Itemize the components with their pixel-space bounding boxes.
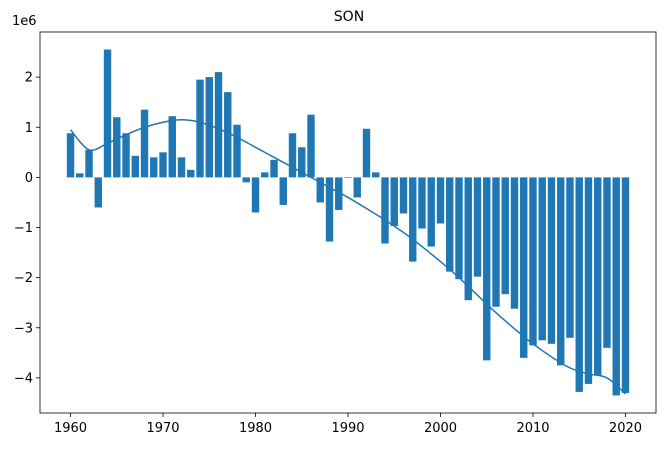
bar-1967 [131,155,139,178]
bar-1978 [233,124,241,178]
y-tick-label-0: 0 [25,171,33,186]
y-tick-label--4: −4 [14,371,33,386]
bar-1992 [362,128,371,178]
bar-1966 [122,133,130,178]
bar-1973 [187,169,195,178]
bar-1972 [177,157,186,178]
bar-1999 [427,177,435,247]
bar-1989 [335,177,343,210]
bar-1976 [214,72,223,178]
bar-1975 [205,77,213,178]
y-tick-label--1: −1 [14,221,33,236]
bar-1996 [399,177,408,214]
bar-2009 [520,177,528,358]
bar-2017 [594,177,602,376]
bar-2019 [612,177,620,396]
y-tick-label--2: −2 [14,271,33,286]
bar-2008 [510,177,519,309]
x-tick-label-2020: 2020 [609,421,642,436]
bar-1981 [261,172,269,178]
bar-2014 [566,177,574,338]
bar-1993 [372,172,380,178]
y-offset-label: 1e6 [12,14,37,29]
bar-2016 [584,177,593,384]
bar-1979 [242,177,250,183]
y-tick-label-2: 2 [25,71,33,86]
bar-1991 [353,177,361,198]
bar-2000 [436,177,445,224]
x-tick-label-1980: 1980 [239,421,272,436]
x-tick-label-1960: 1960 [54,421,87,436]
bar-2011 [538,177,546,341]
plot-area: 1960 1970 1980 1990 2000 2010 2020 2 1 0 −1 −2 −3 −4 [14,31,657,436]
bar-2004 [473,177,482,277]
bar-1965 [113,117,121,178]
bar-1980 [251,177,260,213]
bar-1988 [325,177,334,242]
bar-1984 [288,133,297,178]
bar-2012 [547,177,556,344]
bar-1994 [381,177,389,244]
bar-1974 [196,79,204,178]
bar-2015 [575,177,583,392]
bar-2013 [557,177,565,366]
bar-1995 [390,177,398,227]
bar-1990 [344,177,352,178]
bar-2003 [464,177,472,301]
chart-title: SON [334,9,364,25]
bar-1987 [316,177,324,203]
bar-1968 [140,109,149,178]
y-tick-label-1: 1 [25,121,33,136]
bar-1983 [279,177,287,205]
bar-2005 [483,177,491,361]
bar-1961 [76,173,84,178]
bar-2007 [501,177,509,295]
bar-1963 [94,177,102,208]
trend-line [69,118,626,395]
bar-1985 [298,147,306,178]
x-tick-label-2010: 2010 [516,421,549,436]
bar-2020 [621,177,630,393]
x-tick-label-2000: 2000 [424,421,457,436]
bar-1986 [307,114,315,178]
bar-2010 [529,177,537,346]
bar-1962 [85,149,93,178]
bar-2018 [603,177,611,348]
bar-2002 [455,177,463,280]
bar-1964 [103,49,112,178]
bar-1970 [159,152,167,178]
bar-1977 [224,92,232,178]
x-tick-label-1970: 1970 [146,421,179,436]
x-tick-label-1990: 1990 [331,421,364,436]
bar-2006 [492,177,500,307]
bar-1997 [409,177,417,262]
y-tick-label--3: −3 [14,321,33,336]
bar-1960 [66,133,75,178]
bar-1971 [168,116,176,178]
bar-1969 [150,157,158,178]
bar-1982 [270,159,278,178]
bar-1998 [418,177,426,229]
bar-2001 [446,177,454,272]
